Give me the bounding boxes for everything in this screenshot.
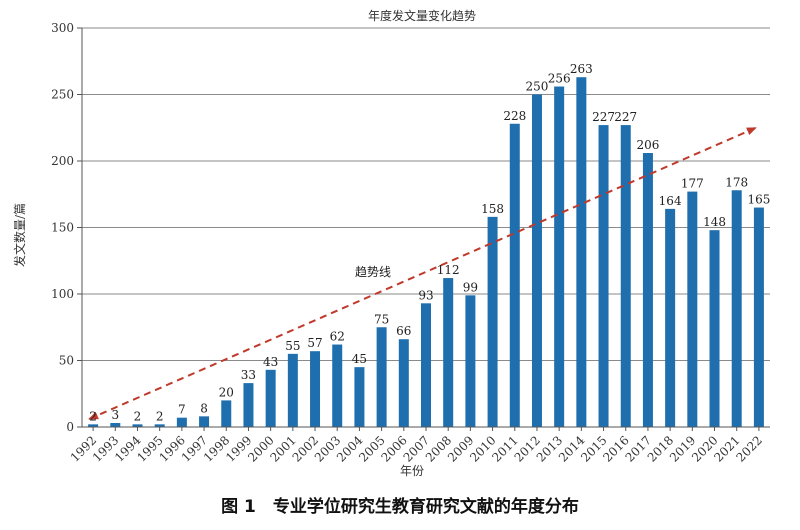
data-label: 177: [681, 177, 704, 191]
y-tick-label: 50: [59, 354, 74, 368]
y-tick-label: 100: [51, 287, 74, 301]
data-label: 45: [352, 352, 367, 366]
y-tick-label: 300: [51, 21, 74, 35]
bar: [576, 77, 587, 428]
bar: [199, 416, 210, 427]
bar: [176, 417, 187, 427]
bar: [465, 295, 476, 427]
figure-caption: 图 1 专业学位研究生教育研究文献的年度分布: [221, 497, 579, 517]
bar: [731, 190, 742, 427]
trendline: 趋势线: [88, 126, 757, 420]
data-label: 178: [725, 175, 748, 189]
data-label: 66: [396, 324, 411, 338]
bar: [221, 400, 232, 427]
data-label: 164: [659, 194, 682, 208]
bar: [287, 353, 298, 427]
bar: [665, 208, 676, 427]
bar: [709, 230, 720, 427]
chart: 0501001502002503001992199319941995199619…: [12, 8, 770, 478]
data-label: 227: [592, 110, 615, 124]
data-label: 55: [285, 339, 300, 353]
data-label: 263: [570, 62, 593, 76]
data-label: 112: [437, 263, 460, 277]
bar: [265, 369, 276, 427]
chart-title: 年度发文量变化趋势: [368, 8, 476, 23]
data-label: 7: [178, 403, 186, 417]
y-axis-title: 发文数量/篇: [12, 203, 27, 267]
y-tick-label: 250: [51, 88, 74, 102]
data-label: 2: [89, 409, 97, 423]
data-label: 148: [703, 215, 726, 229]
data-label: 43: [263, 355, 278, 369]
y-tick-label: 150: [51, 221, 74, 235]
bar: [509, 123, 520, 427]
data-label: 2: [134, 409, 142, 423]
y-tick-label: 0: [66, 420, 74, 434]
bar: [531, 94, 542, 427]
data-label: 165: [747, 193, 770, 207]
y-tick-label: 200: [51, 154, 74, 168]
bar: [332, 344, 343, 427]
bar: [243, 383, 254, 427]
bar: [642, 153, 653, 427]
bar: [753, 207, 764, 427]
data-label: 20: [219, 385, 234, 399]
data-label: 250: [526, 80, 549, 94]
data-label: 3: [111, 408, 119, 422]
data-label: 75: [374, 312, 389, 326]
axes: 0501001502002503001992199319941995199619…: [51, 21, 770, 465]
data-label: 2: [156, 409, 164, 423]
bar: [354, 367, 365, 427]
x-tick-label: 2022: [734, 433, 765, 464]
data-label: 93: [418, 288, 433, 302]
data-label: 62: [330, 330, 345, 344]
bar: [110, 423, 121, 427]
x-axis-title: 年份: [400, 464, 424, 478]
bar: [154, 424, 165, 427]
bar: [443, 278, 454, 427]
trendline-label: 趋势线: [355, 265, 391, 279]
data-label: 256: [548, 72, 571, 86]
data-label: 57: [307, 336, 322, 350]
data-label: 227: [614, 110, 637, 124]
bar: [620, 125, 631, 427]
bar: [598, 125, 609, 427]
data-label: 228: [503, 109, 526, 123]
data-label: 33: [241, 368, 256, 382]
data-label: 99: [463, 280, 478, 294]
bar: [132, 424, 143, 427]
data-label: 8: [200, 401, 208, 415]
bar: [554, 86, 565, 428]
bar: [487, 216, 498, 427]
bar: [310, 351, 321, 427]
bar: [376, 327, 387, 427]
data-label: 206: [636, 138, 659, 152]
bar: [421, 303, 431, 427]
bar: [88, 424, 99, 427]
bar: [398, 339, 409, 427]
data-label: 158: [481, 202, 504, 216]
trendline-arrow: [88, 126, 757, 420]
bar: [687, 191, 698, 427]
